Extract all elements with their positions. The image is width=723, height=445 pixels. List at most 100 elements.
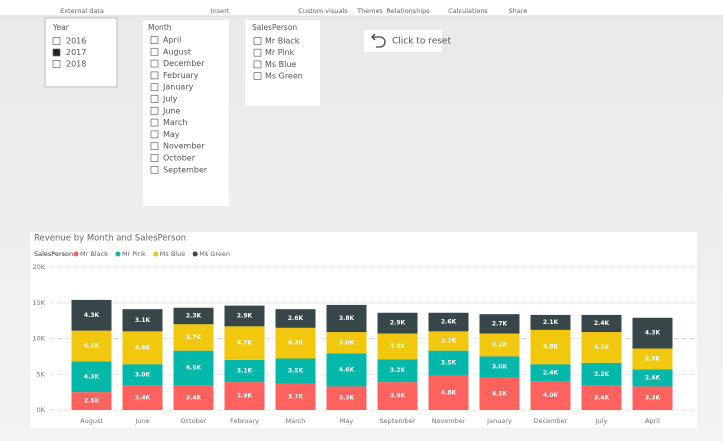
checkbox[interactable] xyxy=(150,47,159,56)
slicer-item[interactable]: February xyxy=(163,71,199,80)
bar-segment xyxy=(326,386,367,410)
bar-segment xyxy=(224,326,265,360)
slicer-item[interactable]: December xyxy=(163,59,205,68)
data-label: 3.1K xyxy=(135,317,151,324)
data-label: 2.3K xyxy=(186,312,202,319)
bar-segment xyxy=(581,385,622,410)
bar-segment xyxy=(71,299,112,331)
checkbox[interactable] xyxy=(150,36,159,44)
x-tick-label: February xyxy=(230,417,259,425)
data-label: 3.2K xyxy=(390,367,406,374)
bar-segment xyxy=(71,361,112,393)
data-label: 3.5K xyxy=(441,360,457,367)
chart-title: Revenue by Month and SalesPerson xyxy=(34,234,186,244)
data-label: 3.2K xyxy=(594,371,610,378)
slicer-item[interactable]: November xyxy=(163,142,205,151)
checkbox[interactable] xyxy=(150,106,159,115)
checkbox[interactable] xyxy=(150,59,159,68)
checkbox[interactable] xyxy=(52,37,61,45)
bar-segment xyxy=(479,333,520,357)
bar-segment xyxy=(173,350,214,386)
slicer-item[interactable]: Ms Green xyxy=(265,72,303,81)
bar-segment xyxy=(275,383,316,410)
x-tick-label: March xyxy=(286,417,306,425)
bar-segment xyxy=(428,312,469,332)
x-tick-label: May xyxy=(340,417,354,425)
data-label: 2.9K xyxy=(390,320,406,327)
slicer-item[interactable]: 2016 xyxy=(66,37,86,46)
x-tick-label: December xyxy=(534,417,568,425)
slicer-item[interactable]: March xyxy=(163,118,187,127)
checkbox[interactable] xyxy=(150,83,159,92)
data-label: 3.7K xyxy=(288,393,304,400)
data-label: 2.6K xyxy=(441,319,457,326)
slicer-item[interactable]: October xyxy=(163,154,196,163)
checkbox[interactable] xyxy=(150,95,159,103)
data-label: 2.7K xyxy=(441,338,457,345)
data-label: 4.3K xyxy=(84,373,100,380)
slicer-item[interactable]: 2018 xyxy=(66,60,86,69)
checkbox[interactable] xyxy=(150,142,159,151)
slicer-item[interactable]: August xyxy=(163,47,191,56)
data-label: 4.3K xyxy=(645,330,661,337)
data-label: 3.4K xyxy=(594,394,610,401)
slicer-item[interactable]: Mr Pink xyxy=(265,48,295,57)
legend-label: Mr Black xyxy=(80,250,108,258)
data-label: 2.5K xyxy=(84,398,100,405)
data-label: 3.8K xyxy=(339,315,355,322)
slicer-item[interactable]: May xyxy=(163,130,180,139)
checkbox[interactable] xyxy=(150,165,159,174)
bar-segment xyxy=(530,329,571,365)
checkbox[interactable] xyxy=(150,118,159,127)
bar-segment xyxy=(122,385,163,410)
slicer-title: Year xyxy=(52,23,70,32)
slicer-item[interactable]: Mr Black xyxy=(265,37,300,46)
slicer-item[interactable]: 2017 xyxy=(66,48,86,57)
slicer-item[interactable]: June xyxy=(162,106,181,115)
data-label: 3.5K xyxy=(288,368,304,375)
ribbon-group-label: Custom visuals xyxy=(298,7,348,15)
checkbox[interactable] xyxy=(253,60,262,69)
slicer-item[interactable]: April xyxy=(163,36,181,45)
checkbox[interactable] xyxy=(52,48,61,57)
data-label: 4.5K xyxy=(492,390,508,397)
checkbox[interactable] xyxy=(150,71,159,80)
bar-segment xyxy=(479,314,520,334)
checkbox[interactable] xyxy=(52,60,61,68)
slicer-item[interactable]: September xyxy=(163,165,208,174)
data-label: 2.6K xyxy=(288,315,304,322)
data-label: 2.4K xyxy=(645,374,661,381)
bar-segment xyxy=(122,309,163,332)
checkbox[interactable] xyxy=(150,130,159,139)
bar-segment xyxy=(224,359,265,383)
legend-marker xyxy=(192,251,198,257)
bar-segment xyxy=(581,362,622,386)
bar-segment xyxy=(581,314,622,333)
bar-segment xyxy=(326,332,367,354)
reset-label[interactable]: Click to reset xyxy=(392,37,451,47)
bar-segment xyxy=(224,305,265,327)
checkbox[interactable] xyxy=(253,48,262,57)
data-label: 4.6K xyxy=(339,366,355,373)
legend-label: Ms Blue xyxy=(160,250,185,258)
bar-segment xyxy=(173,385,214,410)
data-label: 3.4K xyxy=(186,394,202,401)
bar-segment xyxy=(275,309,316,328)
x-tick-label: August xyxy=(80,417,103,425)
checkbox[interactable] xyxy=(150,154,159,162)
legend-marker xyxy=(153,251,159,257)
checkbox[interactable] xyxy=(253,72,262,80)
reset-button[interactable] xyxy=(364,30,442,52)
bar-segment xyxy=(275,327,316,359)
data-label: 3.9K xyxy=(237,393,253,400)
data-label: 3.6K xyxy=(390,343,406,350)
legend-marker xyxy=(115,251,121,257)
bar-segment xyxy=(377,333,418,360)
slicer-item[interactable]: July xyxy=(162,95,178,104)
data-label: 4.3K xyxy=(84,343,100,350)
bar-segment xyxy=(377,312,418,334)
slicer-item[interactable]: Ms Blue xyxy=(265,60,296,69)
slicer-item[interactable]: January xyxy=(162,83,194,92)
checkbox[interactable] xyxy=(253,37,262,45)
